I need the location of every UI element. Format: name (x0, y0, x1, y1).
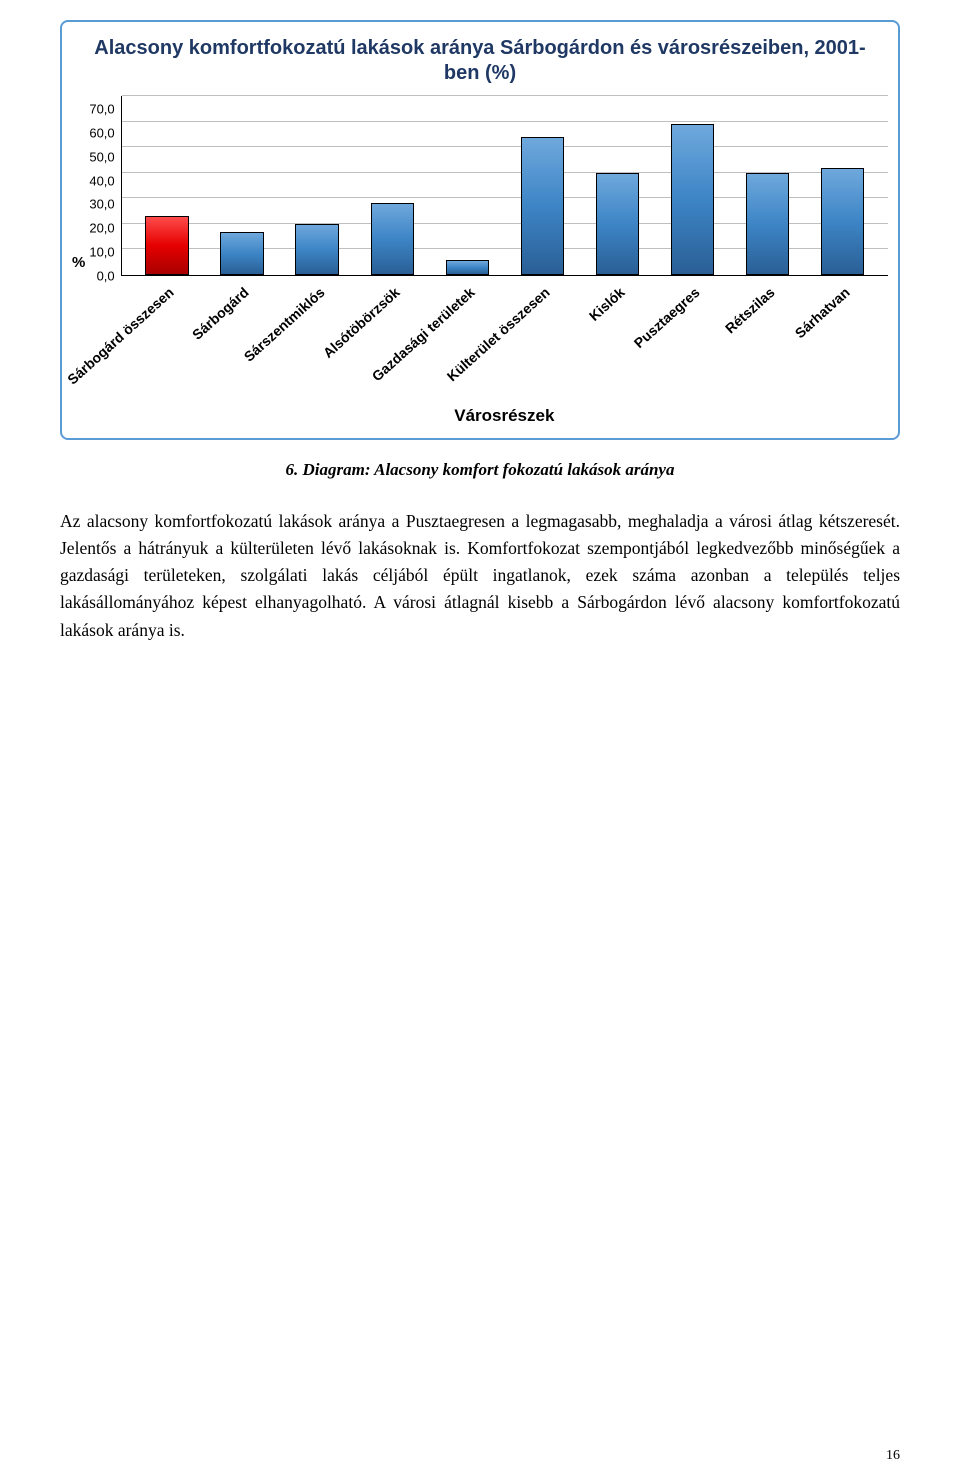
bar (295, 224, 339, 275)
chart-container: Alacsony komfortfokozatú lakások aránya … (60, 20, 900, 440)
x-label-slot: Sárhatvan (805, 280, 880, 400)
x-label-slot: Külterület összesen (504, 280, 579, 400)
chart-area: % 70,0 60,0 50,0 40,0 30,0 20,0 10,0 0,0… (72, 96, 888, 428)
bar (220, 232, 264, 275)
y-tick: 10,0 (89, 246, 114, 259)
bar-slot (505, 96, 580, 275)
bar (521, 137, 565, 275)
y-tick: 50,0 (89, 150, 114, 163)
bar (671, 124, 715, 275)
x-label-slot: Rétszilas (730, 280, 805, 400)
y-tick: 30,0 (89, 198, 114, 211)
y-tick: 0,0 (97, 269, 115, 282)
bar-slot (130, 96, 205, 275)
bars-row (122, 96, 888, 275)
x-label-slot: Sárbogárd összesen (129, 280, 204, 400)
body-paragraph: Az alacsony komfortfokozatú lakások arán… (60, 508, 900, 644)
y-tick: 60,0 (89, 126, 114, 139)
y-tick: 20,0 (89, 222, 114, 235)
y-tick: 70,0 (89, 103, 114, 116)
page-number: 16 (886, 1448, 900, 1464)
y-tick: 40,0 (89, 174, 114, 187)
plot-wrap: Sárbogárd összesenSárbogárdSárszentmikló… (121, 96, 888, 428)
x-axis-title: Városrészek (121, 400, 888, 428)
plot-area (121, 96, 888, 276)
x-axis-labels: Sárbogárd összesenSárbogárdSárszentmikló… (121, 280, 888, 400)
bar (446, 260, 490, 275)
x-label-slot: Pusztaegres (655, 280, 730, 400)
x-label: Kislók (586, 284, 628, 324)
bar (371, 203, 415, 275)
x-label: Rétszilas (722, 284, 778, 337)
bar (746, 173, 790, 275)
bar-slot (730, 96, 805, 275)
y-axis-ticks: 70,0 60,0 50,0 40,0 30,0 20,0 10,0 0,0 (89, 96, 120, 276)
bar (145, 216, 189, 275)
bar-slot (280, 96, 355, 275)
bar (821, 168, 865, 275)
bar-slot (355, 96, 430, 275)
bar-slot (430, 96, 505, 275)
page: Alacsony komfortfokozatú lakások aránya … (0, 0, 960, 1482)
figure-caption: 6. Diagram: Alacsony komfort fokozatú la… (60, 460, 900, 480)
bar (596, 173, 640, 275)
chart-title: Alacsony komfortfokozatú lakások aránya … (72, 32, 888, 96)
bar-slot (655, 96, 730, 275)
bar-slot (205, 96, 280, 275)
bar-slot (805, 96, 880, 275)
bar-slot (580, 96, 655, 275)
